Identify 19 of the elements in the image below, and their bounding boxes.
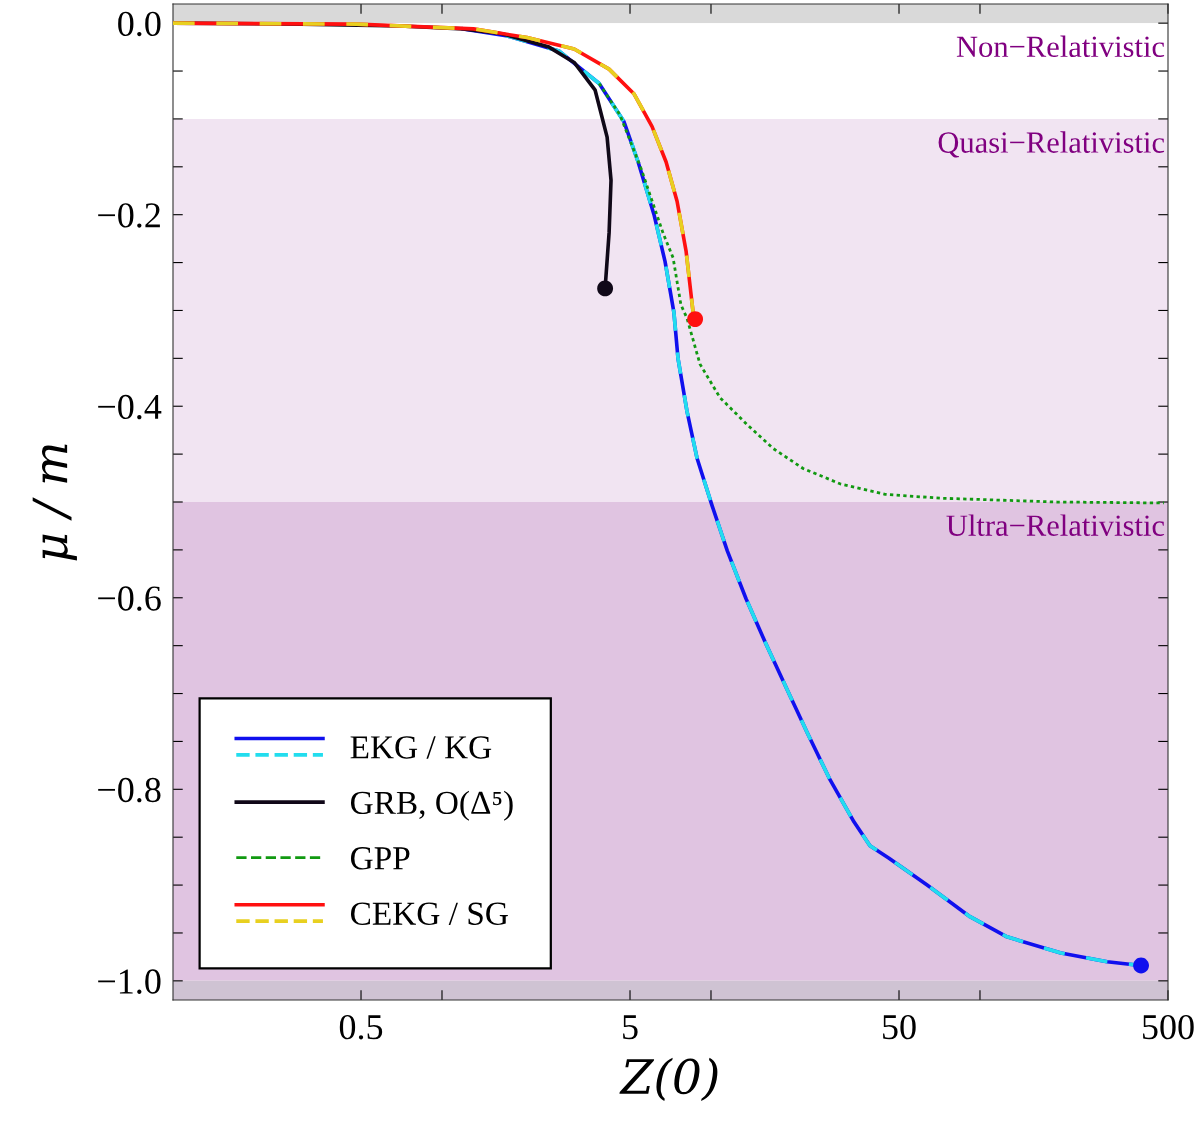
band-label: Quasi−Relativistic (938, 131, 1165, 158)
y-tick-label: −0.4 (98, 394, 162, 420)
y-tick-label: −1.0 (98, 969, 161, 994)
legend-label: GRB, O(Δ⁵) (350, 790, 513, 821)
y-tick-label: 0.0 (118, 11, 161, 37)
y-tick-label: −0.6 (98, 586, 161, 611)
y-tick-label: −0.2 (98, 203, 160, 228)
band-label: Ultra−Relativistic (946, 514, 1165, 536)
y-tick-label: −0.8 (98, 777, 161, 803)
band-label: Non−Relativistic (956, 35, 1165, 58)
x-axis-title: Z(0) (619, 1057, 718, 1101)
legend-label: EKG / KG (350, 736, 492, 759)
legend-label: GPP (350, 847, 410, 870)
x-tick-label: 5 (623, 1015, 638, 1040)
x-tick-label: 50 (883, 1014, 916, 1040)
x-tick-label: 0.5 (339, 1014, 383, 1040)
x-tick-label: 500 (1143, 1014, 1194, 1040)
legend-label: CEKG / SG (350, 902, 508, 925)
y-axis-title: μ / m (32, 444, 77, 561)
